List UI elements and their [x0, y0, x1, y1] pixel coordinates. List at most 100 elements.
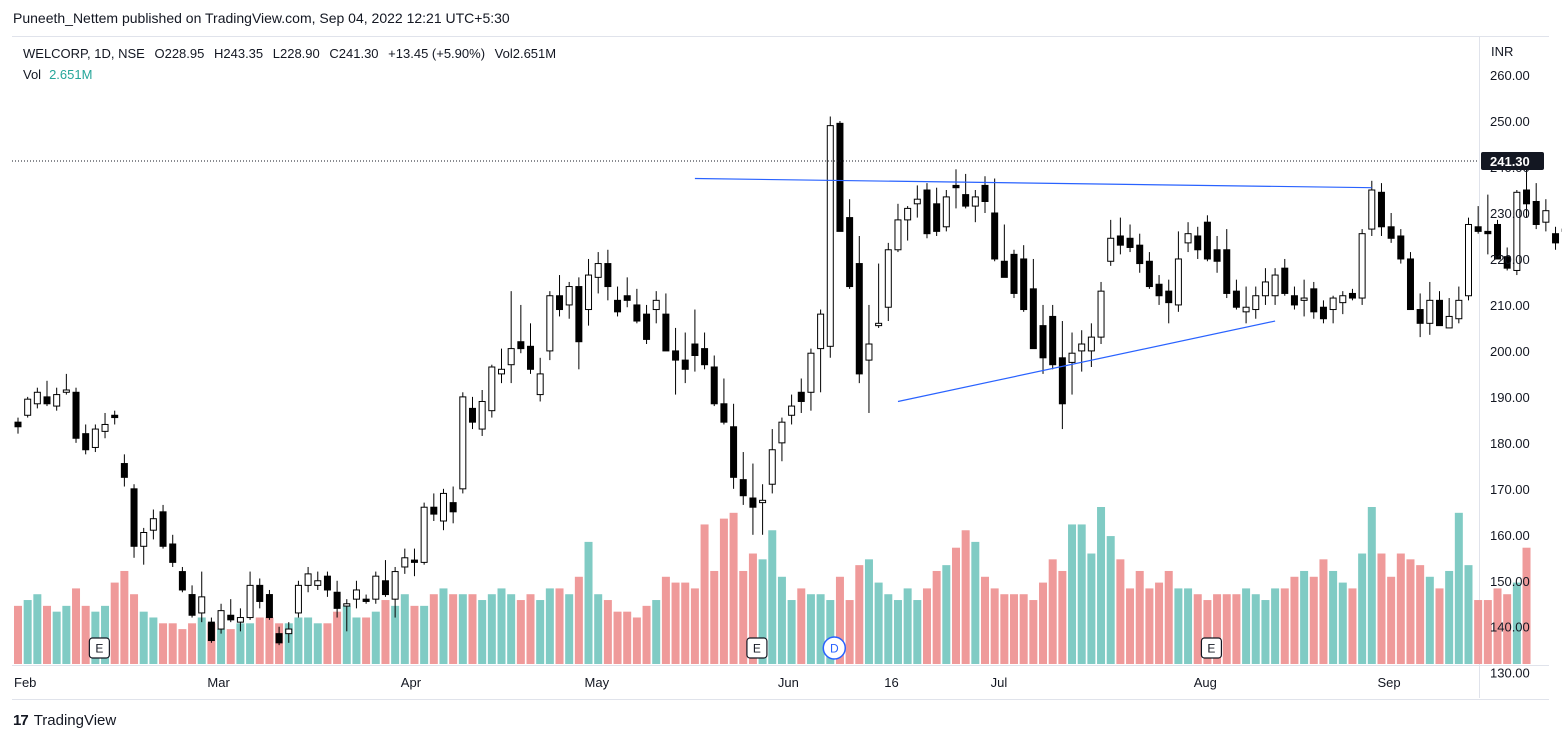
- volume-bar: [748, 553, 757, 664]
- volume-bar: [478, 600, 487, 664]
- candle: [875, 263, 883, 328]
- candle-body: [1058, 357, 1066, 405]
- volume-bar: [255, 617, 264, 664]
- candle: [817, 309, 825, 393]
- candle-body: [1513, 191, 1521, 271]
- candle-body: [1242, 306, 1250, 313]
- candle: [1029, 258, 1037, 350]
- volume-bar: [729, 512, 738, 664]
- volume-bar: [1387, 576, 1396, 664]
- legend-symbol[interactable]: WELCORP, 1D, NSE: [23, 46, 145, 61]
- candle: [942, 190, 950, 232]
- candle-body: [1271, 274, 1279, 297]
- candle-body: [1552, 233, 1560, 244]
- volume-bar: [43, 605, 52, 664]
- candle-body: [1010, 253, 1018, 294]
- volume-bar: [362, 617, 371, 664]
- candle: [207, 617, 215, 643]
- volume-bar: [226, 629, 235, 664]
- volume-bar: [1512, 582, 1521, 664]
- volume-bar: [33, 594, 42, 664]
- candle-body: [72, 391, 80, 439]
- candle: [1271, 268, 1279, 305]
- candle-body: [807, 352, 815, 393]
- volume-bar: [545, 588, 554, 664]
- candle-body: [285, 628, 293, 635]
- candle-body: [855, 263, 863, 375]
- candle-body: [275, 633, 283, 644]
- candle: [507, 291, 515, 384]
- price-tick-label: 230.00: [1490, 206, 1530, 221]
- candle-body: [478, 400, 486, 430]
- candle-body: [1020, 258, 1028, 311]
- currency-label[interactable]: INR: [1491, 44, 1514, 59]
- volume-bar: [671, 582, 680, 664]
- volume-bar: [826, 600, 835, 664]
- candle-body: [439, 492, 447, 522]
- candle-body: [130, 488, 138, 547]
- tradingview-logo[interactable]: 17 TradingView: [13, 712, 116, 729]
- candle: [391, 566, 399, 618]
- candle-body: [188, 594, 196, 616]
- time-axis[interactable]: Feb Mar Apr May Jun 16 Jul Aug Sep: [14, 675, 1401, 690]
- volume-bar: [207, 623, 216, 664]
- candle: [778, 417, 786, 462]
- volume-bar: [352, 617, 361, 664]
- event-marker-circle: [822, 636, 847, 660]
- candle-body: [1087, 336, 1095, 352]
- volume-bar: [1406, 559, 1415, 664]
- candle-body: [82, 433, 90, 451]
- candle-body: [894, 219, 902, 251]
- candle-body: [1377, 191, 1385, 228]
- candle-body: [1542, 210, 1550, 223]
- candle: [1126, 224, 1134, 253]
- candle-body: [1097, 290, 1105, 338]
- candle-body: [1348, 292, 1356, 299]
- volume-bar: [410, 605, 419, 664]
- candle-body: [1416, 309, 1424, 324]
- candle: [14, 417, 22, 434]
- event-marker: E: [88, 637, 110, 659]
- legend-open: O228.95: [154, 46, 205, 61]
- candle-body: [507, 348, 515, 366]
- candle-body: [933, 203, 941, 232]
- candle-body: [1523, 189, 1531, 205]
- volume-bar: [1377, 553, 1386, 664]
- volume-bar: [120, 570, 129, 664]
- volume-bar: [52, 611, 61, 664]
- volume-bar: [1522, 547, 1531, 664]
- candle-body: [227, 614, 235, 621]
- candle-body: [1290, 295, 1298, 306]
- candle: [265, 589, 273, 620]
- volume-bar: [1068, 524, 1077, 664]
- candle-body: [1194, 235, 1202, 251]
- candle-body: [1329, 297, 1337, 311]
- volume-bar: [1097, 507, 1106, 664]
- candle: [971, 190, 979, 223]
- volume-bar: [603, 600, 612, 664]
- candle-body: [33, 391, 41, 405]
- volume-bar: [797, 588, 806, 664]
- candle: [362, 594, 370, 604]
- volume-bar: [371, 611, 380, 664]
- candle-body: [352, 589, 360, 600]
- candle: [1494, 219, 1502, 260]
- volume-bar: [1493, 588, 1502, 664]
- candle-body: [1532, 201, 1540, 225]
- price-tick-label: 130.00: [1490, 666, 1530, 681]
- candle-body: [826, 125, 834, 347]
- candle: [768, 429, 776, 494]
- candle-body: [1223, 249, 1231, 294]
- candle: [517, 304, 525, 354]
- legend-low: L228.90: [272, 46, 320, 61]
- candle-body: [323, 575, 331, 591]
- volume-legend-label[interactable]: Vol: [23, 67, 42, 82]
- candle: [991, 178, 999, 262]
- candle: [498, 348, 505, 384]
- candle-body: [759, 499, 767, 504]
- volume-bar: [1261, 600, 1270, 664]
- volume-bar: [400, 594, 409, 664]
- volume-bar: [642, 605, 651, 664]
- candle-body: [884, 249, 892, 308]
